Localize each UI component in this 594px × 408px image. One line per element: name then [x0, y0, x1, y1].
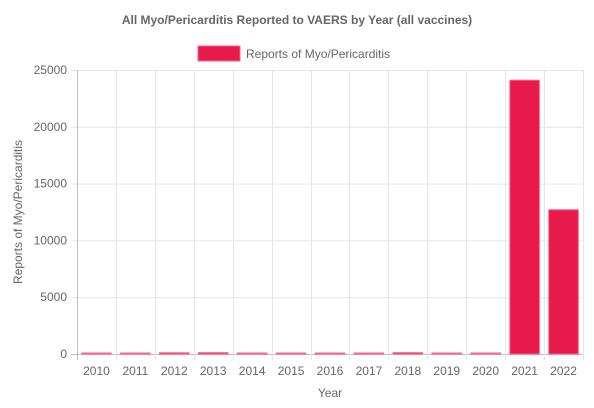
x-axis-ticks: 2010 2011 2012 2013 2014 2015 2016 2017 2018 2019…: [83, 364, 577, 378]
bar-2021[interactable]: [509, 79, 540, 355]
bar-2020[interactable]: [470, 352, 501, 355]
bar-2014[interactable]: [236, 352, 268, 355]
legend-label: Reports of Myo/Pericarditis: [246, 47, 390, 61]
x-tick-label: 2015: [278, 364, 305, 378]
x-axis-title: Year: [318, 386, 342, 400]
x-tick-label: 2013: [200, 364, 227, 378]
bar-2019[interactable]: [431, 352, 463, 355]
y-tick-label: 25000: [34, 63, 68, 77]
x-tick-label: 2014: [239, 364, 266, 378]
y-axis-ticks: 0 5000 10000 15000 20000 25000: [34, 63, 68, 361]
x-tick-label: 2011: [122, 364, 148, 378]
legend[interactable]: Reports of Myo/Pericarditis: [197, 45, 390, 62]
x-tick-label: 2021: [511, 364, 538, 378]
x-tick-label: 2012: [161, 364, 188, 378]
x-tick-label: 2018: [394, 364, 421, 378]
x-tick-label: 2017: [356, 364, 383, 378]
bar-2017[interactable]: [353, 352, 385, 355]
bar-2022[interactable]: [548, 209, 579, 355]
bar-2012[interactable]: [159, 352, 190, 355]
y-tick-label: 0: [60, 347, 67, 361]
legend-swatch: [197, 45, 241, 62]
y-tick-label: 5000: [40, 290, 67, 304]
bar-2016[interactable]: [314, 352, 346, 355]
bars: [81, 79, 579, 355]
chart-title: All Myo/Pericarditis Reported to VAERS b…: [122, 13, 472, 27]
x-tick-label: 2016: [317, 364, 344, 378]
y-axis-title: Reports of Myo/Pericarditis: [11, 140, 25, 284]
bar-2018[interactable]: [392, 352, 424, 355]
bar-2013[interactable]: [197, 352, 229, 355]
x-tick-label: 2022: [550, 364, 577, 378]
y-tick-label: 20000: [34, 120, 68, 134]
bar-2011[interactable]: [120, 352, 151, 355]
grid-lines: [71, 70, 584, 360]
bar-2015[interactable]: [275, 352, 307, 355]
x-tick-label: 2020: [472, 364, 499, 378]
bar-2010[interactable]: [81, 352, 112, 355]
y-tick-label: 15000: [34, 177, 68, 191]
y-tick-label: 10000: [34, 233, 68, 247]
x-tick-label: 2019: [433, 364, 460, 378]
x-tick-label: 2010: [83, 364, 110, 378]
